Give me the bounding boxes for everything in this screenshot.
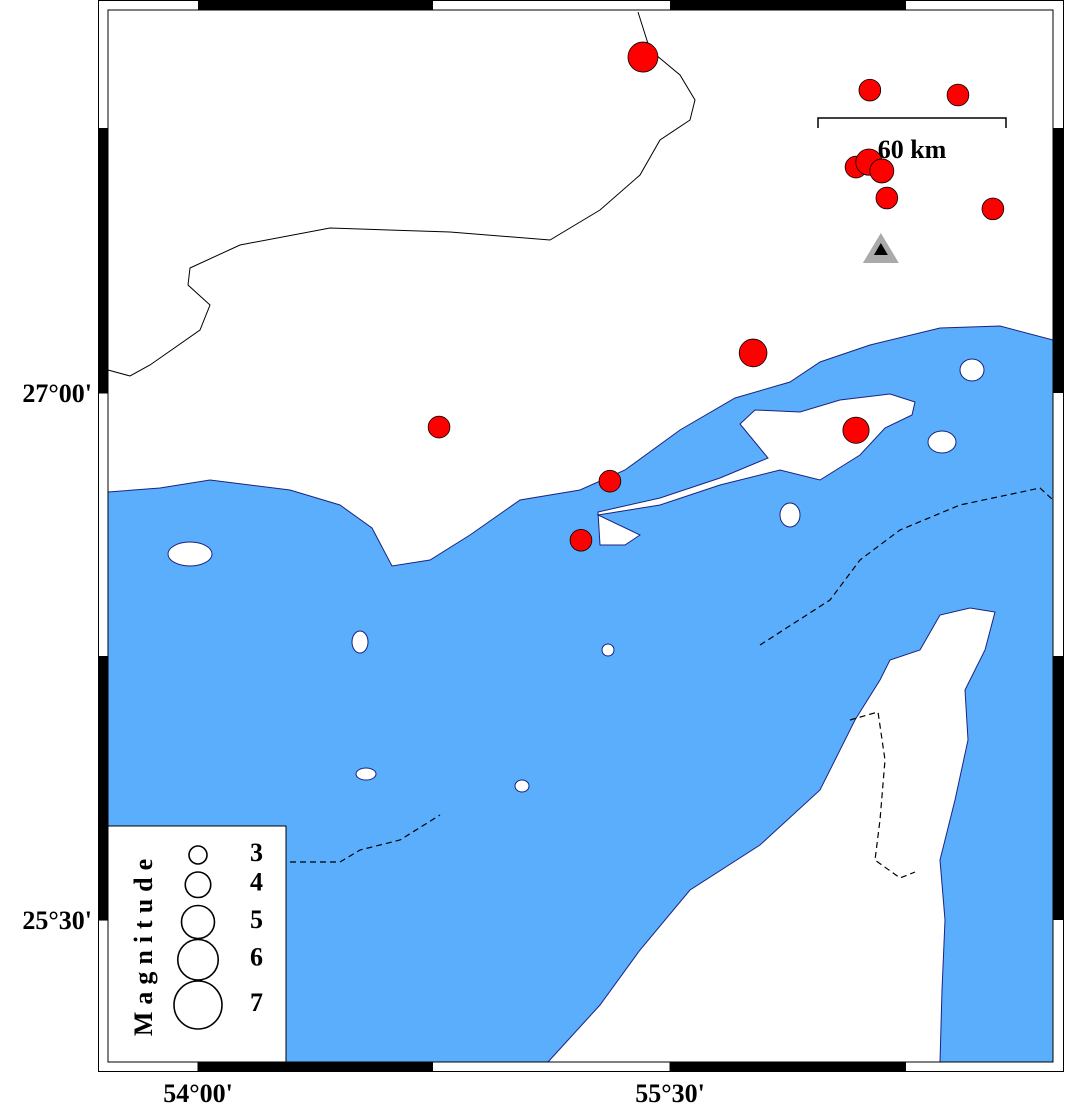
y-tick-label: 27°00' (22, 379, 92, 408)
earthquake (627, 41, 659, 73)
legend-box (107, 825, 287, 1063)
earthquake (869, 158, 895, 184)
island (351, 630, 369, 654)
earthquake (569, 528, 593, 552)
island (355, 767, 377, 781)
maritime-boundary (290, 814, 441, 863)
island (601, 643, 615, 657)
maritime-boundary (759, 487, 1054, 646)
island (779, 502, 801, 528)
island (959, 358, 985, 382)
legend-label: 3 (250, 838, 263, 867)
earthquake (946, 83, 970, 107)
earthquake (842, 416, 870, 444)
island (514, 779, 530, 793)
legend-circle (188, 845, 208, 865)
scale-label: 60 km (878, 135, 947, 164)
station-marker-inner (873, 242, 888, 255)
earthquake (738, 338, 768, 368)
inner-frame (107, 9, 1054, 1063)
legend-circle (184, 871, 212, 899)
island (927, 430, 957, 454)
island (167, 541, 213, 567)
scale-bar (817, 117, 1007, 128)
earthquake (981, 197, 1005, 221)
legend-circle (173, 980, 223, 1030)
uae-peninsula (546, 607, 996, 1063)
earthquake (858, 78, 882, 102)
x-tick-label: 55°30' (635, 1079, 705, 1108)
earthquake (427, 415, 451, 439)
earthquake (875, 186, 899, 210)
x-tick-label: 54°00' (163, 1079, 233, 1108)
y-tick-label: 25°30' (22, 906, 92, 935)
legend-circle (180, 904, 216, 940)
outer-frame (98, 0, 1064, 1072)
legend-title: Magnitude (129, 852, 158, 1036)
legend-circle (176, 938, 220, 981)
earthquake (598, 469, 622, 493)
legend-label: 5 (250, 905, 263, 934)
province-border (107, 11, 696, 377)
legend-label: 6 (250, 943, 263, 972)
qeshm-island (596, 393, 916, 546)
legend-label: 7 (250, 988, 263, 1017)
frame-bars (98, 0, 1063, 1072)
legend-label: 4 (250, 868, 263, 897)
